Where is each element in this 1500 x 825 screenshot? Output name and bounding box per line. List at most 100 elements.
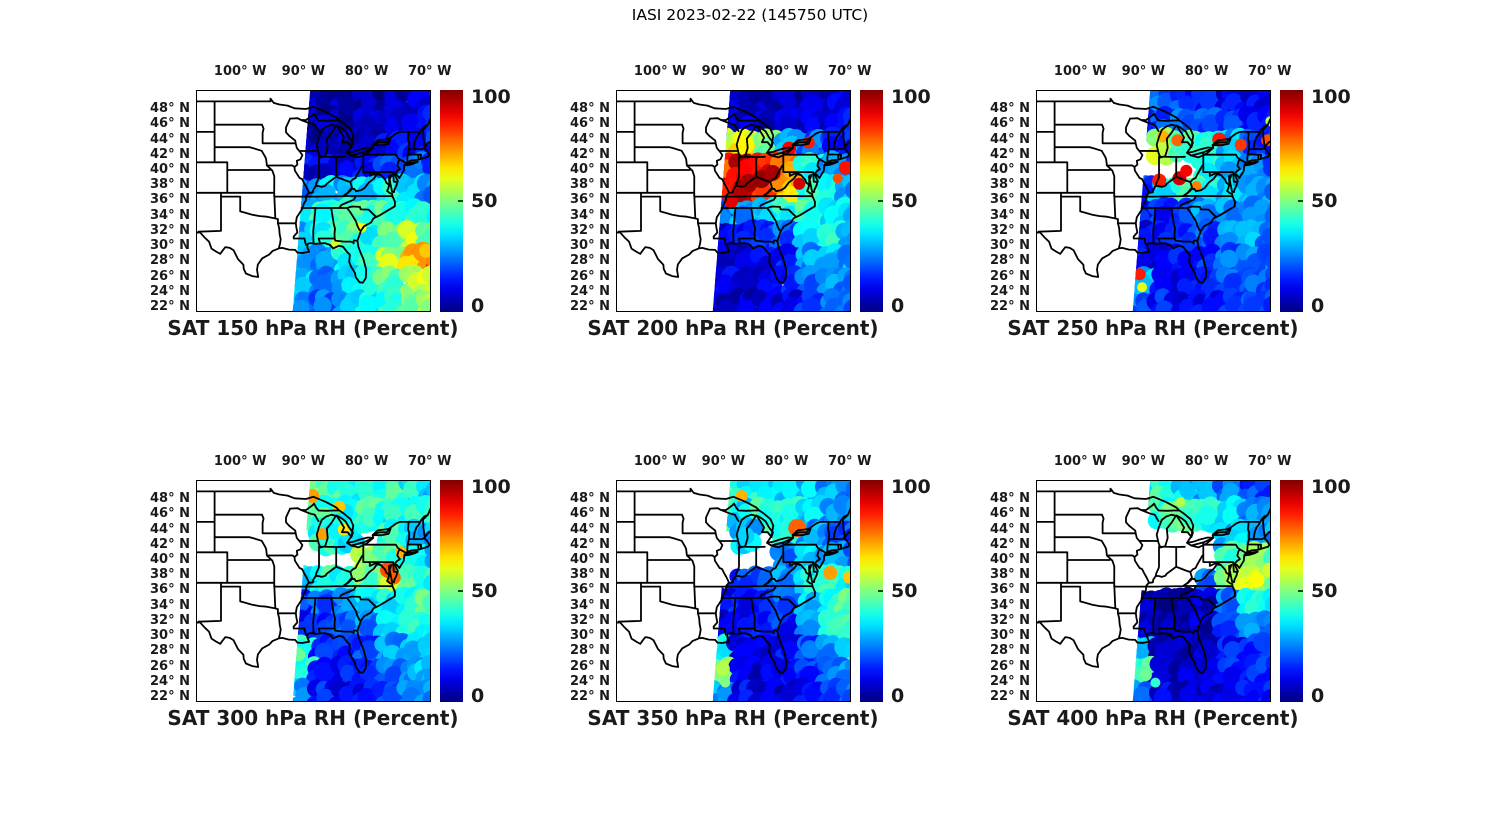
colorbar [1280,90,1303,312]
lat-tick-label: 46° N [150,506,190,522]
colorbar-tick-label: 100 [891,476,931,498]
lat-tick-label: 38° N [150,567,190,583]
lon-tick-label: 80° W [1184,454,1229,469]
axes-frame [1036,90,1271,312]
map-plot-300-hpa [196,480,431,702]
lat-tick-label: 40° N [570,552,610,567]
subplot-title: SAT 400 hPa RH (Percent) [1007,706,1299,730]
lat-tick-label: 30° N [990,628,1030,644]
lat-tick-label: 24° N [570,283,610,299]
lon-tick-label: 80° W [764,64,809,79]
lat-tick-label: 38° N [990,177,1030,193]
lat-tick-label: 44° N [990,521,1030,537]
lat-tick-label: 42° N [150,536,190,552]
colorbar-tick-label: 50 [471,190,498,212]
lat-tick-label: 42° N [990,146,1030,162]
lat-tick-label: 24° N [990,673,1030,689]
map-plot-250-hpa [1036,90,1271,312]
lat-tick-label: 44° N [150,131,190,147]
lat-tick-label: 26° N [150,658,190,674]
lon-tick-label: 90° W [701,64,746,79]
lat-tick-label: 46° N [150,116,190,132]
lon-tick-label: 70° W [827,454,872,469]
lat-tick-label: 42° N [150,146,190,162]
lat-tick-label: 30° N [990,238,1030,254]
lat-tick-label: 30° N [570,238,610,254]
lat-tick-label: 26° N [990,658,1030,674]
lat-tick-label: 22° N [990,689,1030,704]
subplot-title: SAT 250 hPa RH (Percent) [1007,316,1299,340]
lon-tick-label: 100° W [633,454,687,469]
lon-tick-label: 100° W [213,64,267,79]
axes-frame [196,90,431,312]
lat-tick-label: 28° N [990,253,1030,269]
subplot-title: SAT 350 hPa RH (Percent) [587,706,879,730]
lat-tick-label: 22° N [150,689,190,704]
lat-tick-label: 26° N [570,268,610,284]
lat-tick-label: 40° N [990,552,1030,567]
subplot-title: SAT 150 hPa RH (Percent) [167,316,459,340]
lat-tick-label: 34° N [150,597,190,613]
lat-tick-label: 32° N [990,222,1030,238]
lat-tick-label: 22° N [990,299,1030,314]
lat-tick-label: 32° N [990,612,1030,628]
figure-title: IASI 2023-02-22 (145750 UTC) [631,6,869,24]
axes-frame [196,480,431,702]
lat-tick-label: 36° N [150,582,190,598]
lat-tick-label: 48° N [150,101,190,116]
lat-tick-label: 40° N [150,552,190,567]
lat-tick-label: 46° N [990,116,1030,132]
lat-tick-label: 34° N [150,207,190,223]
state-boundaries [1036,487,1271,674]
colorbar-tick-label: 50 [1311,580,1338,602]
colorbar-tick-label: 100 [471,476,511,498]
subplot-title: SAT 200 hPa RH (Percent) [587,316,879,340]
colorbar-tick-label: 0 [471,685,485,707]
lon-tick-label: 100° W [213,454,267,469]
lat-tick-label: 24° N [990,283,1030,299]
state-boundaries [616,487,851,674]
axes-frame [616,480,851,702]
colorbar [860,480,883,702]
lat-tick-label: 26° N [990,268,1030,284]
lon-tick-label: 70° W [827,64,872,79]
lat-tick-label: 26° N [570,658,610,674]
colorbar [1280,480,1303,702]
lat-tick-label: 44° N [570,521,610,537]
lat-tick-label: 44° N [570,131,610,147]
state-boundaries [196,487,431,674]
lat-tick-label: 44° N [150,521,190,537]
lat-tick-label: 36° N [990,192,1030,208]
state-boundaries [196,97,431,284]
lat-tick-label: 24° N [150,673,190,689]
lat-tick-label: 38° N [990,567,1030,583]
state-boundaries [1036,97,1271,284]
colorbar-tick-label: 100 [471,86,511,108]
colorbar-tick-label: 0 [891,295,905,317]
lon-tick-label: 90° W [1121,454,1166,469]
colorbar-tick-label: 0 [471,295,485,317]
lat-tick-label: 48° N [570,491,610,506]
lat-tick-label: 38° N [150,177,190,193]
lat-tick-label: 22° N [570,689,610,704]
axes-frame [1036,480,1271,702]
rh-data-layer [712,480,851,702]
lat-tick-label: 32° N [150,222,190,238]
lat-tick-label: 36° N [570,582,610,598]
lat-tick-label: 38° N [570,177,610,193]
colorbar-tick-label: 100 [891,86,931,108]
lat-tick-label: 38° N [570,567,610,583]
lat-tick-label: 34° N [570,207,610,223]
lat-tick-label: 30° N [150,238,190,254]
lat-tick-label: 28° N [150,643,190,659]
lat-tick-label: 24° N [570,673,610,689]
map-plot-200-hpa [616,90,851,312]
lon-tick-label: 100° W [1053,64,1107,79]
lon-tick-label: 90° W [1121,64,1166,79]
colorbar-tick-label: 50 [471,580,498,602]
lat-tick-label: 40° N [570,162,610,177]
lon-tick-label: 80° W [1184,64,1229,79]
lon-tick-label: 80° W [344,454,389,469]
lat-tick-label: 44° N [990,131,1030,147]
